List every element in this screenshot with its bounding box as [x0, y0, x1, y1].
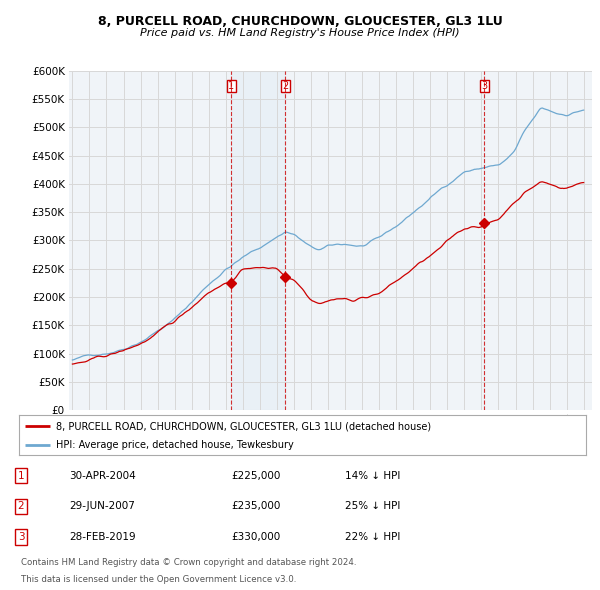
Text: 30-APR-2004: 30-APR-2004: [69, 471, 136, 480]
Text: 29-JUN-2007: 29-JUN-2007: [69, 502, 135, 511]
Text: This data is licensed under the Open Government Licence v3.0.: This data is licensed under the Open Gov…: [21, 575, 296, 584]
Text: Contains HM Land Registry data © Crown copyright and database right 2024.: Contains HM Land Registry data © Crown c…: [21, 558, 356, 567]
Text: 28-FEB-2019: 28-FEB-2019: [69, 532, 136, 542]
Text: £225,000: £225,000: [231, 471, 280, 480]
Text: 8, PURCELL ROAD, CHURCHDOWN, GLOUCESTER, GL3 1LU (detached house): 8, PURCELL ROAD, CHURCHDOWN, GLOUCESTER,…: [56, 421, 431, 431]
Text: 1: 1: [17, 471, 25, 480]
Text: £235,000: £235,000: [231, 502, 280, 511]
Text: Price paid vs. HM Land Registry's House Price Index (HPI): Price paid vs. HM Land Registry's House …: [140, 28, 460, 38]
Text: 3: 3: [17, 532, 25, 542]
Text: 25% ↓ HPI: 25% ↓ HPI: [345, 502, 400, 511]
Text: 8, PURCELL ROAD, CHURCHDOWN, GLOUCESTER, GL3 1LU: 8, PURCELL ROAD, CHURCHDOWN, GLOUCESTER,…: [98, 15, 502, 28]
Text: HPI: Average price, detached house, Tewkesbury: HPI: Average price, detached house, Tewk…: [56, 440, 294, 450]
Text: 2: 2: [17, 502, 25, 511]
Text: 2: 2: [283, 81, 289, 91]
Text: 1: 1: [229, 81, 235, 91]
Text: 22% ↓ HPI: 22% ↓ HPI: [345, 532, 400, 542]
Text: 3: 3: [481, 81, 487, 91]
Text: £330,000: £330,000: [231, 532, 280, 542]
Text: 14% ↓ HPI: 14% ↓ HPI: [345, 471, 400, 480]
Bar: [232, 71, 286, 410]
